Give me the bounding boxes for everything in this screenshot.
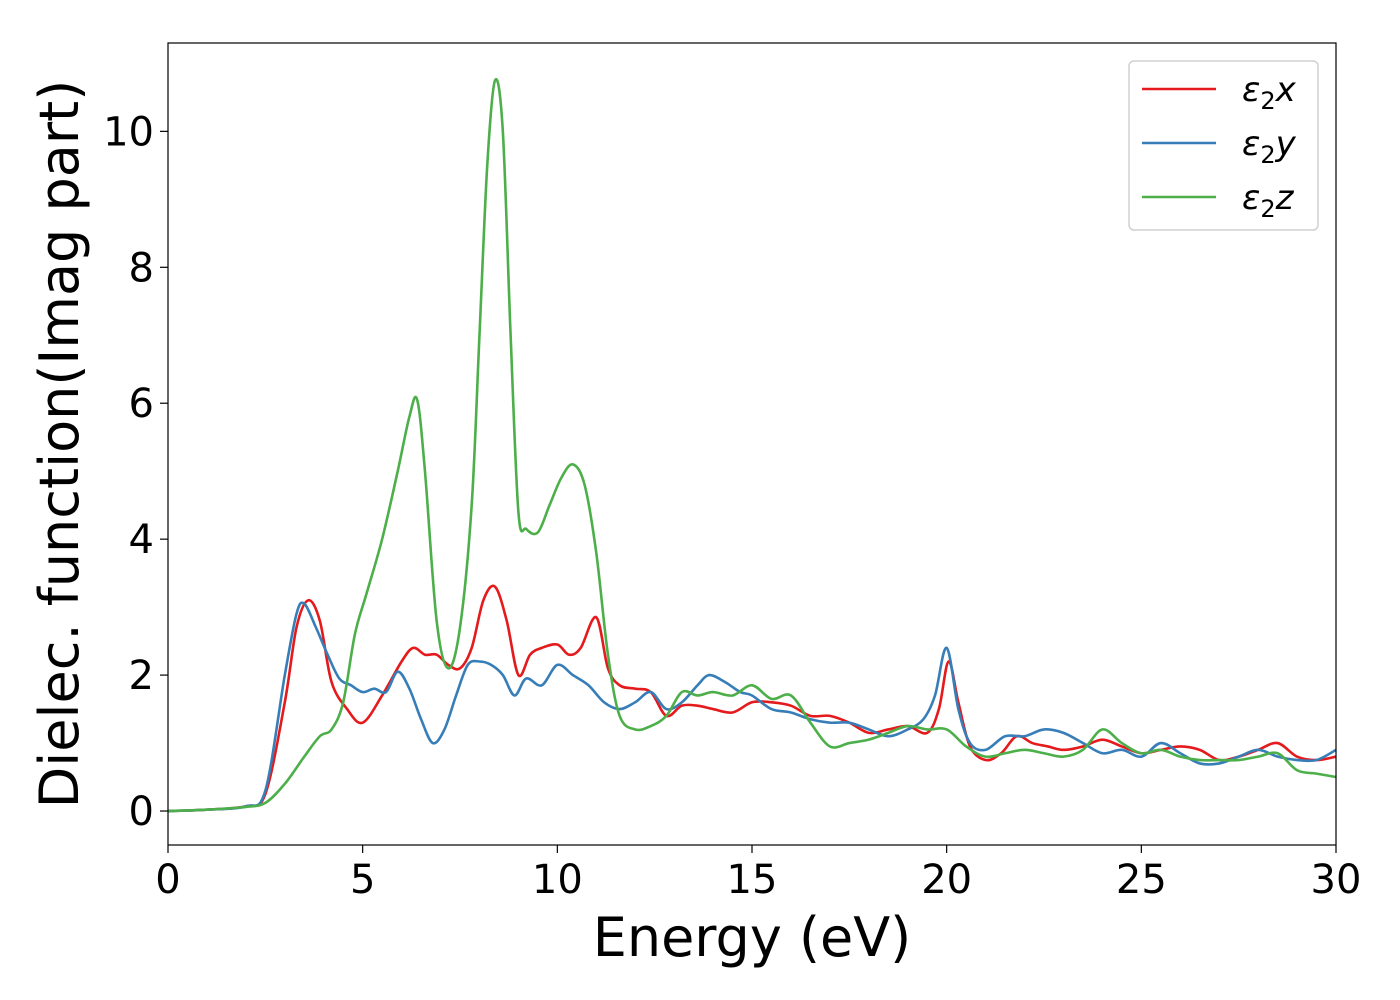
y-tick-label: 0 — [129, 789, 154, 835]
x-tick-label: 20 — [921, 857, 972, 903]
y-axis-label: Dielec. function(Imag part) — [28, 80, 91, 809]
series-line-y — [168, 601, 1336, 813]
y-tick-label: 4 — [129, 517, 154, 563]
legend-label-z: ε2z — [1242, 178, 1295, 223]
x-tick-label: 25 — [1116, 857, 1167, 903]
x-tick-label: 0 — [155, 857, 180, 903]
legend: ε2x ε2y ε2z — [1128, 60, 1319, 231]
x-tick-label: 15 — [727, 857, 778, 903]
legend-label-y: ε2y — [1242, 124, 1297, 169]
legend-label-x: ε2x — [1242, 70, 1297, 115]
x-axis: 0 5 10 15 20 25 30 — [155, 845, 1361, 903]
series-layer — [168, 77, 1336, 813]
y-tick-label: 10 — [103, 109, 154, 155]
x-tick-label: 10 — [532, 857, 583, 903]
x-axis-label: Energy (eV) — [593, 906, 912, 969]
series-line-z — [168, 77, 1336, 813]
y-tick-label: 2 — [129, 653, 154, 699]
legend-box — [1128, 60, 1319, 231]
y-tick-label: 8 — [129, 245, 154, 291]
y-tick-label: 6 — [129, 381, 154, 427]
x-tick-label: 5 — [350, 857, 375, 903]
y-axis: 0 2 4 6 8 10 — [103, 109, 168, 835]
x-tick-label: 30 — [1311, 857, 1362, 903]
